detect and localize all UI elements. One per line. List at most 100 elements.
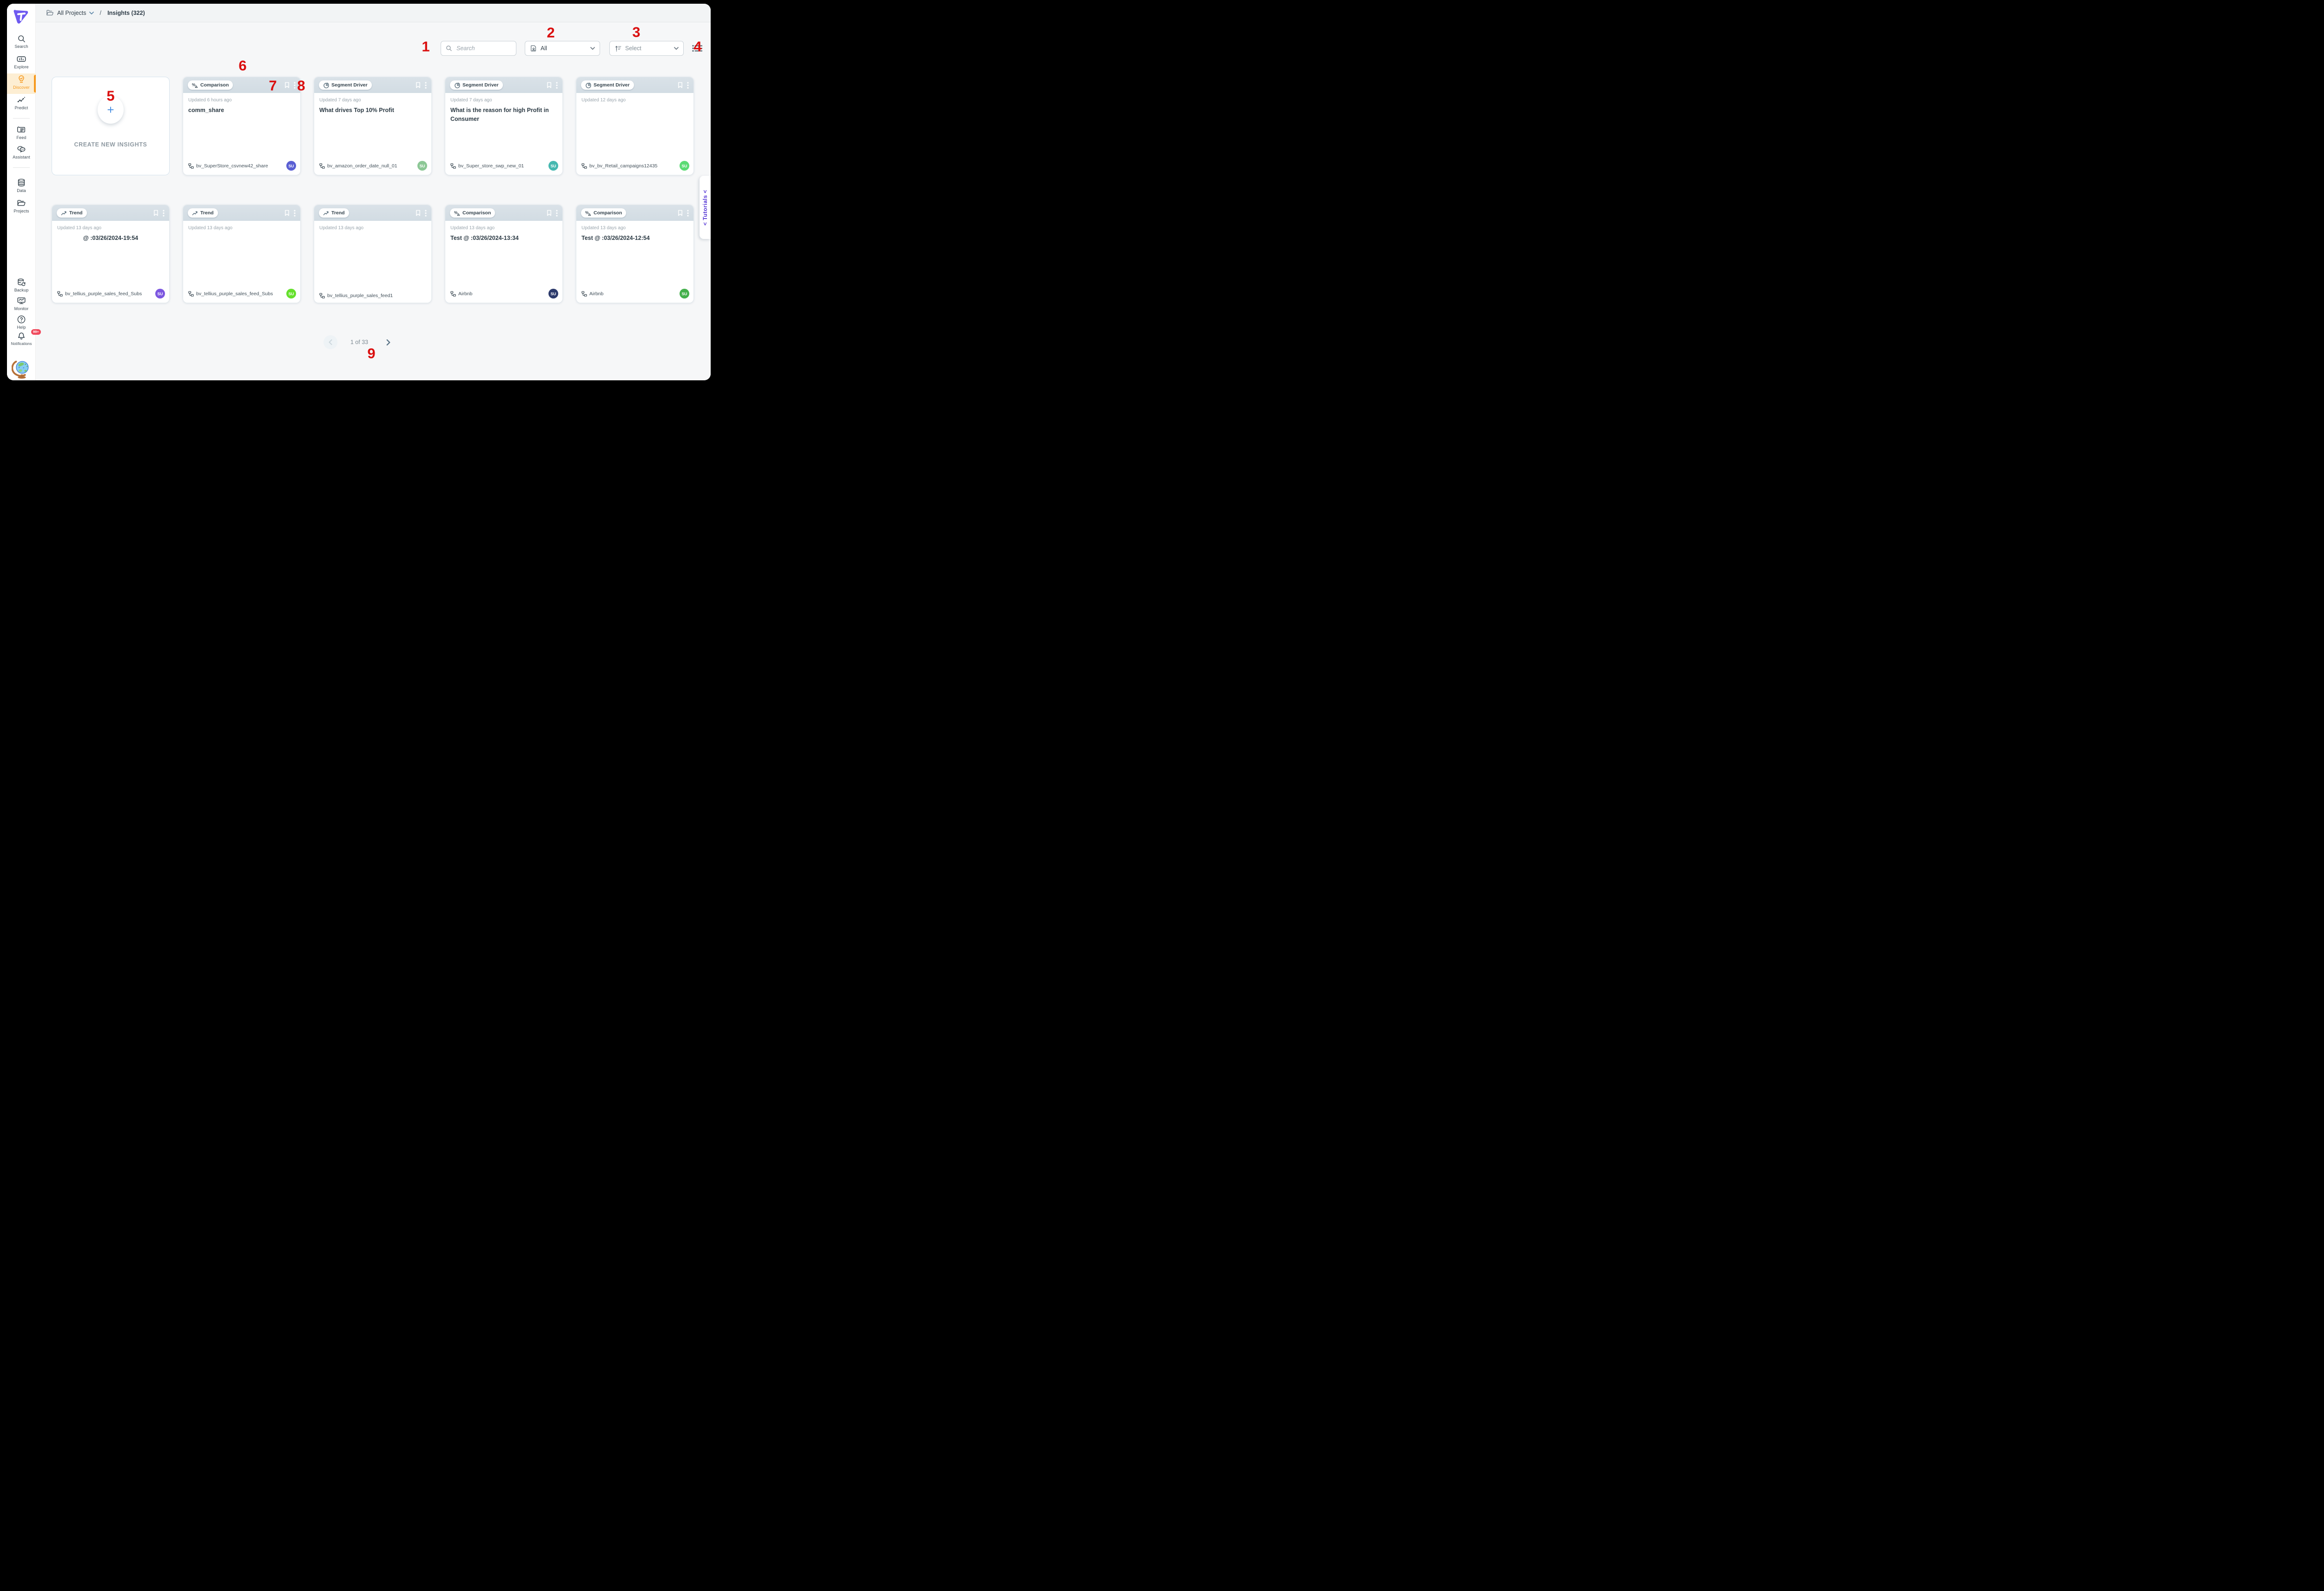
bookmark-icon[interactable]: [547, 82, 552, 88]
kebab-menu-icon[interactable]: [556, 209, 558, 217]
bookmark-icon[interactable]: [153, 210, 158, 216]
kebab-menu-icon[interactable]: [687, 209, 689, 217]
card-footer: bv_tellius_purple_sales_feed1: [319, 293, 427, 298]
card-header: % Trend: [183, 205, 300, 221]
sidebar: Search Explore Discover: [7, 4, 41, 380]
sidebar-item-discover[interactable]: Discover: [7, 73, 36, 94]
create-new-insights-label: CREATE NEW INSIGHTS: [74, 141, 147, 148]
insight-card[interactable]: % Comparison: [576, 205, 694, 303]
kebab-menu-icon[interactable]: [294, 209, 296, 217]
avatar: SU: [680, 161, 689, 171]
tutorials-text: Tutorials: [702, 194, 708, 220]
search-input[interactable]: [456, 45, 511, 52]
card-actions: [416, 81, 427, 89]
bookmark-icon[interactable]: [416, 210, 421, 216]
bookmark-icon[interactable]: [678, 82, 683, 88]
sidebar-item-data[interactable]: Data: [7, 177, 36, 193]
sidebar-item-explore[interactable]: Explore: [7, 53, 36, 69]
list-view-toggle[interactable]: [692, 44, 703, 53]
sidebar-item-label: Feed: [16, 135, 26, 140]
card-updated-text: Updated 13 days ago: [188, 225, 233, 231]
dataset-name: bv_tellius_purple_sales_feed_Subs: [65, 291, 142, 297]
bookmark-icon[interactable]: [547, 210, 552, 216]
screenshot-frame: Search Explore Discover: [0, 0, 718, 398]
insight-card[interactable]: % Comparison: [183, 77, 301, 175]
projects-folder-icon: [16, 198, 26, 208]
insight-card[interactable]: % Segment Driver: [576, 77, 694, 175]
insight-card[interactable]: % Comparison: [445, 205, 563, 303]
insight-card[interactable]: % Trend: [52, 205, 170, 303]
card-footer: Airbnb SU: [581, 289, 689, 298]
dataset-icon: [188, 163, 194, 169]
breadcrumb-all-projects[interactable]: All Projects: [57, 10, 94, 16]
previous-page-button[interactable]: [323, 335, 337, 349]
search-box[interactable]: [441, 41, 516, 56]
insight-type-pill: % Comparison: [581, 208, 627, 218]
insight-card[interactable]: % Trend: [183, 205, 301, 303]
comparison-percent-icon: %: [585, 210, 591, 216]
globe-icon[interactable]: [11, 358, 31, 379]
assistant-icon: [16, 144, 26, 154]
kebab-menu-icon[interactable]: [687, 81, 689, 89]
search-icon: [16, 33, 26, 44]
plus-button[interactable]: +: [98, 96, 124, 124]
avatar-initials: SU: [288, 291, 294, 296]
card-header: % Trend: [52, 205, 169, 221]
type-filter-dropdown[interactable]: All: [525, 41, 600, 56]
tutorials-tab[interactable]: < Tutorials <: [700, 176, 711, 239]
avatar-initials: SU: [157, 291, 163, 296]
search-icon: [446, 45, 452, 52]
sidebar-item-assistant[interactable]: Assistant: [7, 143, 36, 159]
insight-card[interactable]: % Trend: [314, 205, 432, 303]
notifications-bell-icon: 99+: [16, 329, 41, 341]
dataset-icon: [450, 291, 456, 297]
next-page-button[interactable]: [381, 335, 395, 349]
collapse-chevron-icon: <: [702, 189, 708, 193]
sidebar-item-monitor[interactable]: Monitor: [7, 295, 36, 311]
sort-dropdown[interactable]: Select: [609, 41, 684, 56]
avatar-initials: SU: [550, 291, 556, 296]
card-title: What drives Top 10% Profit: [319, 107, 394, 113]
sidebar-item-notifications[interactable]: 99+ Notifications: [7, 329, 41, 346]
card-header: % Comparison: [183, 77, 300, 93]
sidebar-item-backup[interactable]: Backup: [7, 276, 36, 292]
segment-driver-pie-icon: [585, 82, 591, 88]
sidebar-item-predict[interactable]: Predict: [7, 94, 36, 110]
sidebar-item-help[interactable]: Help: [7, 313, 36, 330]
kebab-menu-icon[interactable]: [425, 81, 427, 89]
avatar: SU: [286, 161, 296, 171]
breadcrumb: All Projects / Insights (322): [46, 9, 145, 16]
bookmark-icon[interactable]: [284, 82, 290, 88]
kebab-menu-icon[interactable]: [294, 81, 296, 89]
sidebar-item-projects[interactable]: Projects: [7, 197, 36, 213]
predict-icon: [16, 95, 26, 105]
card-header: % Comparison: [445, 205, 562, 221]
sidebar-item-feed[interactable]: Feed: [7, 124, 36, 140]
plus-icon: +: [107, 103, 114, 117]
card-actions: [153, 209, 165, 217]
sidebar-item-label: Search: [14, 44, 28, 49]
backup-icon: [16, 277, 26, 287]
insight-type-pill: % Comparison: [450, 208, 495, 218]
insight-card[interactable]: % Segment Driver: [445, 77, 563, 175]
dataset-icon: [581, 291, 587, 297]
bookmark-icon[interactable]: [284, 210, 290, 216]
insight-card[interactable]: % Segment Driver: [314, 77, 432, 175]
bookmark-icon[interactable]: [678, 210, 683, 216]
insight-type-pill: % Segment Driver: [581, 80, 634, 90]
kebab-menu-icon[interactable]: [425, 209, 427, 217]
monitor-icon: [16, 296, 26, 306]
tellius-logo[interactable]: [12, 7, 31, 26]
sidebar-item-search[interactable]: Search: [7, 33, 36, 49]
bookmark-icon[interactable]: [416, 82, 421, 88]
insight-type-label: Trend: [200, 210, 214, 216]
sidebar-item-label: Backup: [14, 288, 29, 292]
create-new-insights-card[interactable]: + CREATE NEW INSIGHTS: [52, 77, 170, 175]
app-window: Search Explore Discover: [7, 4, 711, 380]
all-projects-label: All Projects: [57, 9, 86, 16]
breadcrumb-bar: All Projects / Insights (322): [36, 4, 711, 22]
card-header: % Comparison: [576, 205, 693, 221]
kebab-menu-icon[interactable]: [556, 81, 558, 89]
kebab-menu-icon[interactable]: [163, 209, 165, 217]
dataset-name: bv_SuperStore_csvnew42_share: [196, 163, 268, 169]
